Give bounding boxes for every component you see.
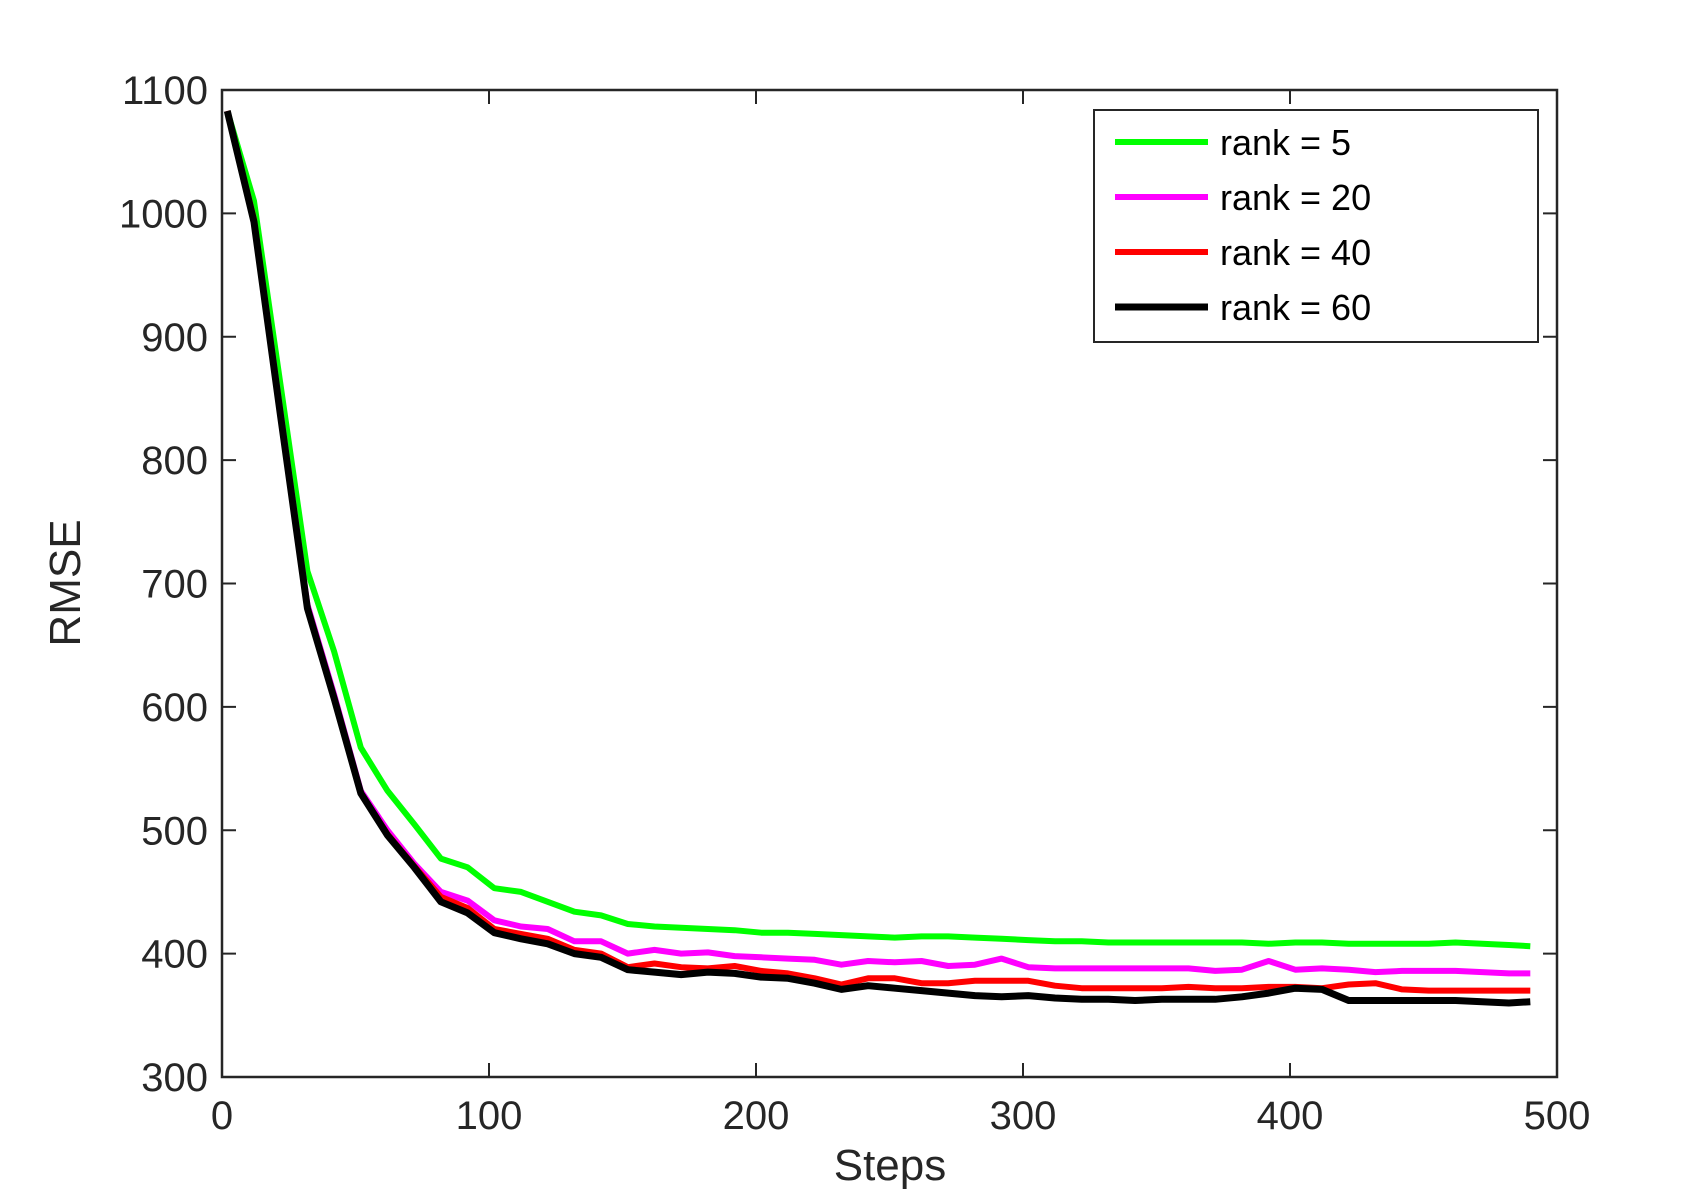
x-tick-label: 300 [990, 1094, 1057, 1138]
x-tick-label: 500 [1524, 1094, 1591, 1138]
legend: rank = 5 rank = 20 rank = 40 rank = 60 [1093, 109, 1539, 343]
y-axis-title: RMSE [41, 519, 90, 646]
legend-label: rank = 20 [1220, 177, 1371, 218]
x-tick-label: 400 [1257, 1094, 1324, 1138]
legend-label: rank = 5 [1220, 122, 1351, 163]
y-tick-label: 900 [141, 316, 208, 360]
y-tick-labels: 300 400 500 600 700 800 900 1000 1100 [119, 69, 208, 1100]
series-line-rank-20 [224, 110, 1531, 977]
x-tick-label: 100 [456, 1094, 523, 1138]
series-lines [223, 110, 1531, 1007]
series-line-rank-60 [223, 110, 1531, 1007]
y-tick-label: 500 [141, 809, 208, 853]
legend-items: rank = 5 rank = 20 rank = 40 rank = 60 [1115, 122, 1371, 328]
series-line-rank-5 [224, 110, 1531, 950]
y-tick-label: 600 [141, 686, 208, 730]
y-tick-label: 1100 [122, 69, 208, 113]
legend-label: rank = 60 [1220, 287, 1371, 328]
legend-label: rank = 40 [1220, 232, 1371, 273]
y-tick-label: 300 [141, 1056, 208, 1100]
plot-frame [220, 88, 1559, 1079]
x-axis-title: Steps [834, 1141, 947, 1190]
y-tick-label: 700 [141, 563, 208, 607]
x-tick-label: 0 [211, 1094, 233, 1138]
x-tick-label: 200 [723, 1094, 790, 1138]
legend-box [1093, 109, 1539, 343]
y-tick-label: 1000 [119, 192, 208, 236]
y-tick-label: 800 [141, 439, 208, 483]
x-tick-labels: 0 100 200 300 400 500 [211, 1094, 1591, 1138]
y-tick-label: 400 [141, 933, 208, 977]
